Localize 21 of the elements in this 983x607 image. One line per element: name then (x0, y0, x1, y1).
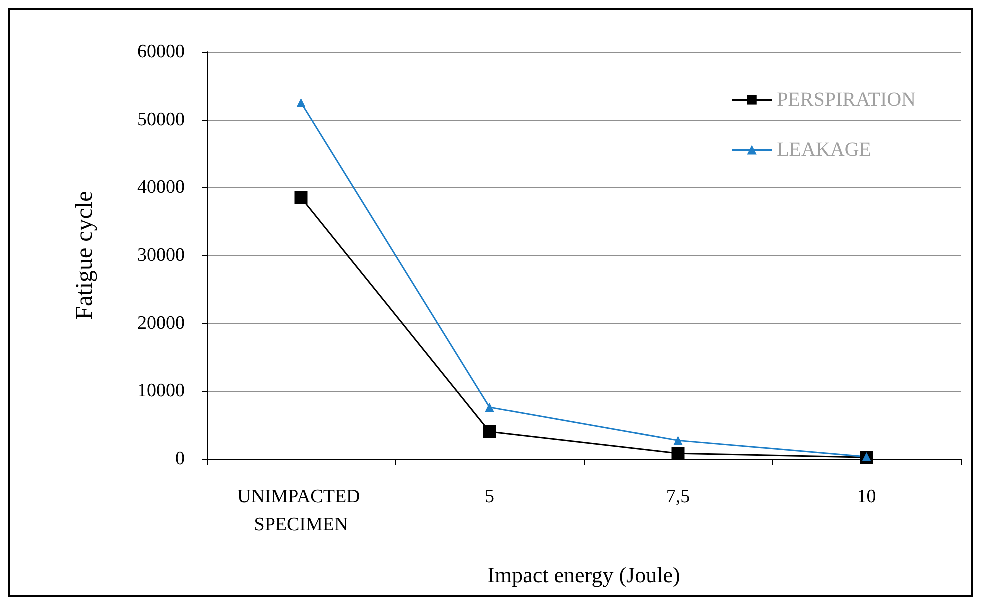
y-tick-label: 50000 (138, 109, 185, 130)
x-axis-title: Impact energy (Joule) (488, 562, 680, 588)
x-tick-label: UNIMPACTED SPECIMEN (237, 486, 366, 536)
point (483, 425, 496, 438)
y-tick-label: 0 (176, 448, 185, 470)
legend-label: PERSPIRATION (777, 89, 916, 111)
point (672, 447, 685, 460)
point (296, 98, 306, 108)
y-axis-title: Fatigue cycle (72, 191, 98, 320)
x-tick-label: 10 (857, 486, 876, 508)
point (674, 436, 683, 446)
x-tick-label: 5 (485, 486, 494, 508)
y-tick-label: 30000 (138, 245, 185, 266)
point (294, 191, 308, 204)
y-tick-label: 60000 (138, 42, 185, 62)
legend-label: LEAKAGE (777, 139, 872, 161)
point (485, 402, 494, 412)
x-tick-label: 7,5 (666, 486, 690, 508)
y-tick-label: 10000 (138, 380, 185, 402)
y-tick-label: 40000 (138, 177, 185, 198)
y-tick-label: 20000 (138, 312, 185, 334)
